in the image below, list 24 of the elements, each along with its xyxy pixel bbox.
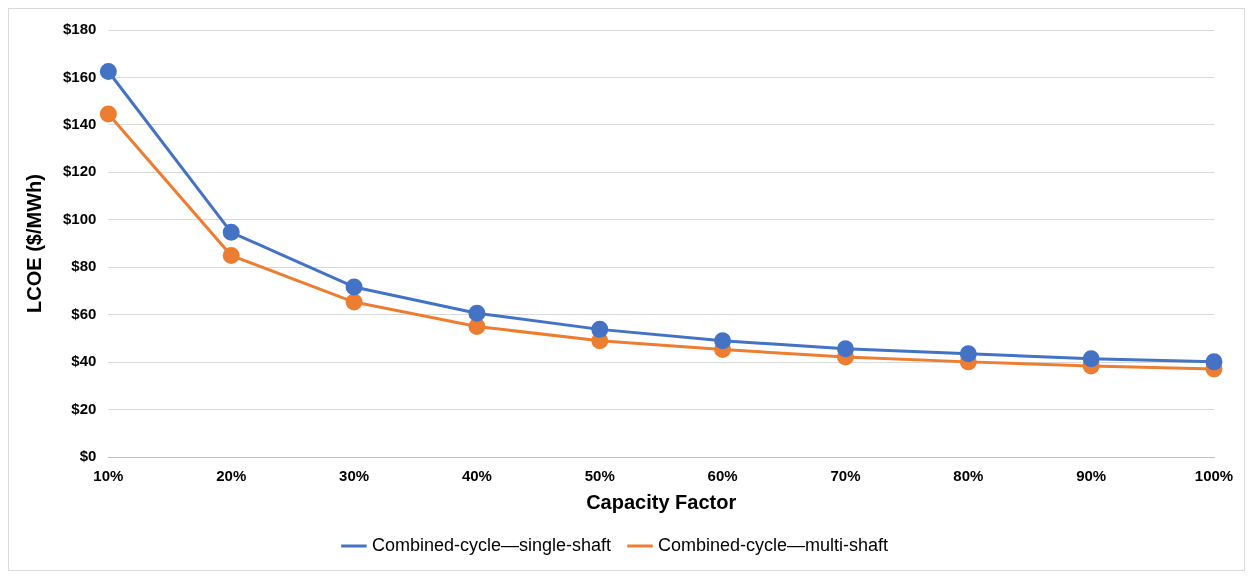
x-tick-label: 30% xyxy=(339,467,370,485)
x-tick-label: 70% xyxy=(830,467,861,485)
x-tick-label: 80% xyxy=(953,467,984,485)
x-tick-label: 40% xyxy=(461,467,492,485)
x-tick-label: 20% xyxy=(216,467,247,485)
x-tick-label: 100% xyxy=(1194,467,1234,485)
x-tick-label: 50% xyxy=(584,467,615,485)
y-tick-label: $180 xyxy=(62,20,97,38)
y-tick-label: $0 xyxy=(79,447,97,465)
y-tick-label: $140 xyxy=(62,115,97,133)
y-tick-label: $120 xyxy=(62,162,97,180)
y-tick-label: $80 xyxy=(71,257,97,275)
x-tick-label: 90% xyxy=(1076,467,1107,485)
y-tick-label: $20 xyxy=(71,399,97,417)
y-tick-label: $160 xyxy=(62,67,97,85)
y-tick-label: $40 xyxy=(71,352,97,370)
x-axis-title: Capacity Factor xyxy=(586,490,737,513)
legend-label: Combined-cycle—multi-shaft xyxy=(658,534,889,555)
y-axis-title: LCOE ($/MWh) xyxy=(22,174,45,313)
x-tick-label: 60% xyxy=(707,467,738,485)
y-tick-label: $60 xyxy=(71,304,97,322)
x-tick-label: 10% xyxy=(93,467,124,485)
y-tick-label: $100 xyxy=(62,209,97,227)
legend-label: Combined-cycle—single-shaft xyxy=(371,534,612,555)
